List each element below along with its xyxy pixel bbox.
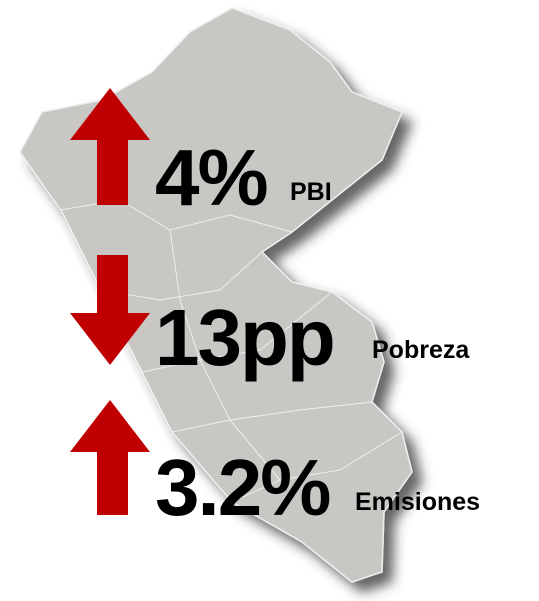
stat-value: 4%: [155, 133, 267, 222]
arrow-up: [70, 88, 150, 205]
stat-label: Emisiones: [355, 488, 480, 516]
stat-value: 13pp: [155, 293, 334, 382]
stat-value: 3.2%: [155, 443, 330, 532]
arrow-up: [70, 400, 150, 515]
arrow-down: [70, 255, 150, 365]
stat-label: Pobreza: [372, 336, 470, 364]
stat-label: PBI: [290, 178, 332, 206]
